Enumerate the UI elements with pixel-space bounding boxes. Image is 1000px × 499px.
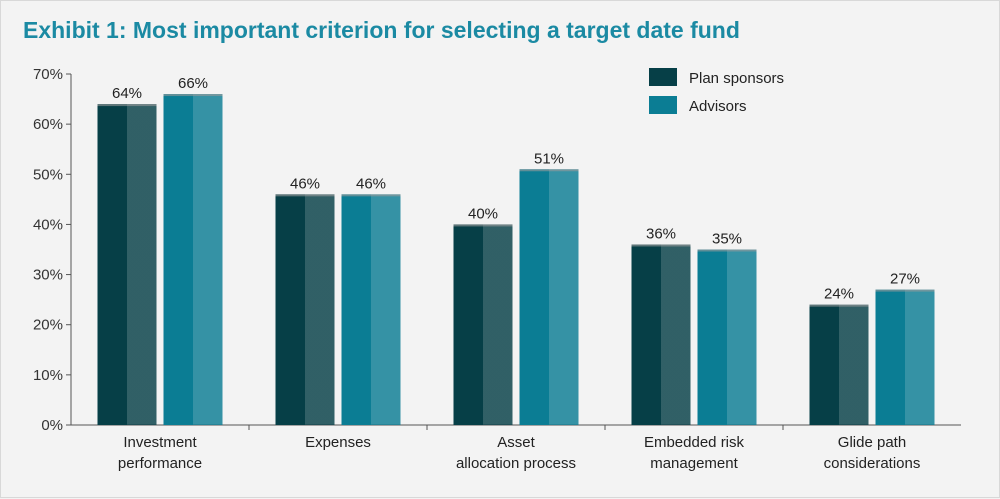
legend-label: Advisors — [689, 98, 747, 115]
bar-top-edge — [809, 304, 869, 307]
bar-top-edge — [163, 94, 223, 97]
category-label: considerations — [824, 455, 921, 472]
category-label: performance — [118, 455, 202, 472]
bar-advisors — [697, 249, 757, 425]
y-tick-label: 20% — [33, 317, 63, 334]
y-tick-label: 60% — [33, 116, 63, 133]
bar-top-edge — [275, 194, 335, 197]
bar-advisors — [341, 194, 401, 425]
y-tick-label: 40% — [33, 216, 63, 233]
bar-top-edge — [97, 104, 157, 107]
bar-plan-sponsors — [275, 194, 335, 425]
bar-top-edge — [453, 224, 513, 227]
bar-plan-sponsors — [453, 224, 513, 425]
data-label: 27% — [890, 271, 920, 288]
data-label: 51% — [534, 150, 564, 167]
bar-plan-sponsors — [809, 304, 869, 425]
y-tick-label: 70% — [33, 66, 63, 83]
category-label: management — [650, 455, 738, 472]
category-label: Investment — [123, 434, 197, 451]
legend-swatch-plan-sponsors — [649, 68, 677, 86]
bar-advisors — [875, 289, 935, 425]
category-label: Glide path — [838, 434, 906, 451]
data-label: 66% — [178, 75, 208, 92]
bar-plan-sponsors — [631, 244, 691, 425]
y-tick-label: 10% — [33, 367, 63, 384]
data-label: 24% — [824, 286, 854, 303]
bar-advisors — [163, 94, 223, 426]
y-tick-label: 0% — [41, 417, 63, 434]
bar-top-edge — [519, 169, 579, 172]
data-label: 40% — [468, 205, 498, 222]
bar-advisors — [519, 169, 579, 425]
legend-label: Plan sponsors — [689, 70, 784, 87]
data-label: 64% — [112, 85, 142, 102]
data-label: 35% — [712, 231, 742, 248]
bar-top-edge — [631, 244, 691, 247]
bar-plan-sponsors — [97, 104, 157, 425]
bar-top-edge — [875, 289, 935, 292]
category-label: Asset — [497, 434, 535, 451]
category-label: Expenses — [305, 434, 371, 451]
legend-swatch-advisors — [649, 96, 677, 114]
data-label: 46% — [356, 175, 386, 192]
category-label: allocation process — [456, 455, 576, 472]
y-tick-label: 50% — [33, 166, 63, 183]
chart-title: Exhibit 1: Most important criterion for … — [23, 17, 740, 43]
data-label: 46% — [290, 175, 320, 192]
bar-top-edge — [697, 249, 757, 252]
y-tick-label: 30% — [33, 267, 63, 284]
category-label: Embedded risk — [644, 434, 745, 451]
bar-top-edge — [341, 194, 401, 197]
data-label: 36% — [646, 225, 676, 242]
